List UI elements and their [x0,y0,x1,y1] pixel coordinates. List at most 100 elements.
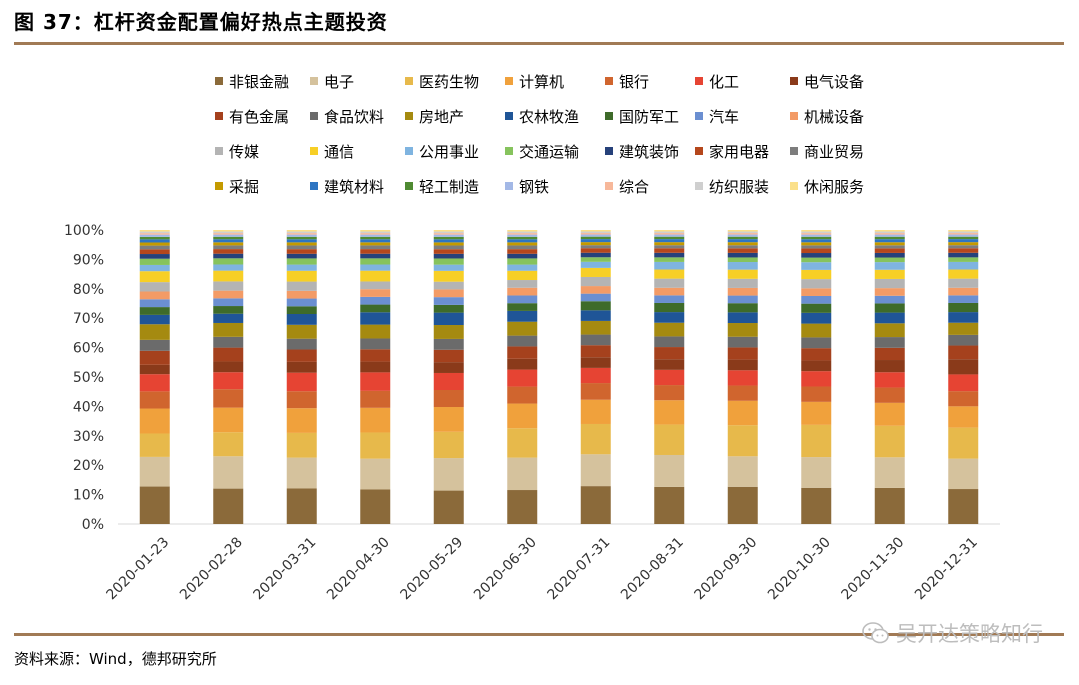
legend-item: 化工 [695,70,739,92]
bar-segment [727,252,758,258]
bar-segment [360,249,391,254]
legend-swatch [215,147,223,155]
bar-segment [139,242,170,246]
bar-segment [580,320,611,335]
legend-label: 银行 [619,72,650,91]
legend-swatch [605,147,613,155]
bar-segment [360,349,391,362]
bar-segment [139,291,170,300]
bar-segment [654,369,685,386]
bar-segment [286,270,317,282]
wechat-icon [862,622,889,644]
bar-segment [139,230,170,232]
bar-segment [507,258,538,265]
bar-segment [727,336,758,348]
bar-segment [507,335,538,347]
bar-segment [874,239,905,243]
bar-segment [360,407,391,433]
legend-label: 商业贸易 [804,142,865,161]
bar-segment [874,337,905,348]
bar-segment [654,233,685,235]
legend-label: 计算机 [519,72,565,91]
source-note: 资料来源：Wind，德邦研究所 [14,650,217,668]
legend-label: 公用事业 [419,142,480,161]
bar-segment [213,389,244,408]
bar-segment [213,230,244,232]
bar-segment [507,346,538,359]
bar-segment [139,299,170,308]
bar-segment [286,236,317,240]
legend-swatch [405,77,413,85]
bar-segment [727,486,758,524]
bar-segment [948,252,979,258]
bar-segment [654,287,685,296]
bar-segment [580,231,611,234]
bar-segment [139,408,170,434]
bar-segment [801,245,832,249]
bar-segment [727,303,758,313]
bar-segment [948,234,979,237]
bar-segment [874,278,905,289]
bar-segment [286,338,317,350]
bar-segment [139,239,170,243]
bar-segment [654,347,685,360]
bar-segment [874,457,905,488]
bar-segment [801,269,832,280]
bar-segment [507,287,538,296]
bar-segment [213,290,244,299]
bar-segment [360,361,391,373]
bar-segment [948,458,979,490]
bar-segment [580,357,611,368]
bar-segment [213,231,244,234]
bar-segment [727,295,758,304]
bar-segment [580,310,611,321]
bar-segment [360,233,391,235]
bar-segment [654,248,685,253]
bar-segment [654,231,685,234]
bar-segment [360,281,391,290]
bar-segment [801,236,832,240]
legend-swatch [695,112,703,120]
bar-segment [433,230,464,232]
legend-label: 非银金融 [229,72,290,91]
bar-segment [874,234,905,237]
legend-swatch [695,147,703,155]
bar-segment [213,361,244,373]
bar-segment [580,399,611,424]
bar-segment [580,252,611,258]
bar-segment [507,295,538,304]
legend-item: 钢铁 [505,175,549,197]
bar-segment [580,257,611,262]
bar-segment [213,322,244,337]
bar-segment [433,245,464,250]
legend-item: 商业贸易 [790,140,864,162]
bar-segment [507,264,538,271]
y-tick-label: 10% [73,488,104,504]
bar-segment [360,312,391,325]
bar-segment [213,306,244,314]
bar-segment [874,252,905,258]
bar-segment [727,425,758,457]
bar-segment [948,248,979,253]
bar-segment [801,239,832,243]
stacked-bar-chart: 0% 10% 20% 30% 40% 50% 60% 70% 80% 90% 100% 2020-01… [64,223,1000,603]
bar-segment [874,402,905,426]
bar-segment [433,234,464,237]
bar-segment [433,253,464,259]
bar-segment [433,325,464,339]
bar-segment [727,234,758,237]
legend-label: 医药生物 [419,72,480,91]
bar-segment [507,231,538,234]
bar-segment [948,295,979,303]
legend-label: 农林牧渔 [519,107,580,126]
bar-segment [213,253,244,259]
legend-label: 有色金属 [229,107,290,126]
bar-segment [433,490,464,524]
x-tick-label: 2020-02-28 [177,534,246,603]
bar-segment [507,236,538,240]
bar-segment [286,281,317,291]
legend-swatch [310,182,318,190]
bar-segment [580,234,611,237]
bar-segment [948,242,979,246]
bar-segment [654,302,685,313]
